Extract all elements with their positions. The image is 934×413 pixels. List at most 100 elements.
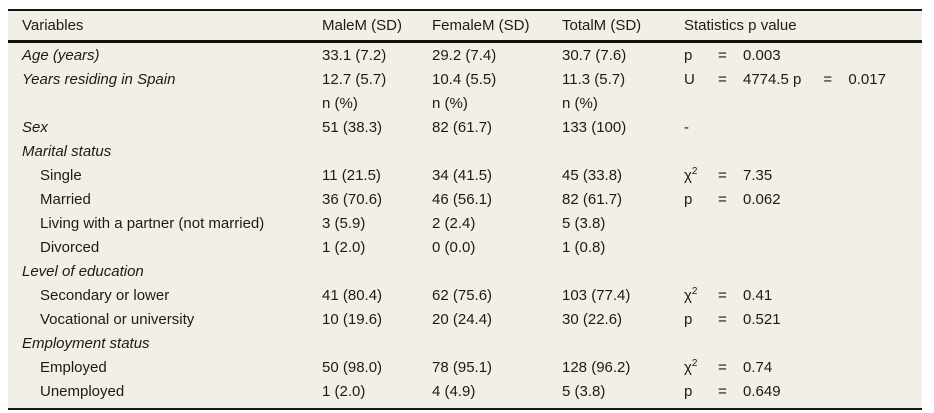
cell-female: 20 (24.4) bbox=[432, 310, 493, 328]
table-row: Secondary or lower 41 (80.4) 62 (75.6) 103 … bbox=[8, 283, 922, 307]
table-row: Single 11 (21.5) 34 (41.5) 45 (33.8) χ2 = 7.35 bbox=[8, 163, 922, 187]
cell-total: 30 (22.6) bbox=[562, 310, 623, 328]
stat-value: 0.062 bbox=[743, 190, 781, 208]
cell-total: 1 (0.8) bbox=[562, 238, 606, 256]
stat-symbol: p bbox=[684, 190, 693, 208]
cell-total: 11.3 (5.7) bbox=[562, 70, 626, 88]
stat-equals: = bbox=[718, 310, 727, 328]
table-row: Sex 51 (38.3) 82 (61.7) 133 (100) - bbox=[8, 115, 922, 139]
cell-male: 3 (5.9) bbox=[322, 214, 366, 232]
cell-total: n (%) bbox=[562, 94, 598, 112]
cell-total: 5 (3.8) bbox=[562, 214, 606, 232]
cell-statistic: χ2 = 0.74 bbox=[676, 357, 922, 376]
cell-female: 82 (61.7) bbox=[432, 118, 493, 136]
cell-male: n (%) bbox=[322, 94, 358, 112]
stat-symbol: χ2 bbox=[684, 285, 698, 304]
row-label: Sex bbox=[22, 118, 48, 136]
column-header-female: FemaleM (SD) bbox=[432, 17, 530, 34]
row-label: Age (years) bbox=[22, 46, 100, 64]
row-label: Level of education bbox=[22, 262, 144, 280]
table-body: Age (years) 33.1 (7.2) 29.2 (7.4) 30.7 (7.6… bbox=[8, 43, 922, 403]
table-row: Employed 50 (98.0) 78 (95.1) 128 (96.2) χ2 = 0… bbox=[8, 355, 922, 379]
cell-male: 33.1 (7.2) bbox=[322, 46, 387, 64]
cell-statistic: p = 0.003 bbox=[676, 47, 922, 64]
stat-value: 4774.5 p bbox=[743, 70, 802, 88]
stat-symbol: U bbox=[684, 70, 695, 88]
cell-statistic: χ2 = 7.35 bbox=[676, 165, 922, 184]
stat-symbol: p bbox=[684, 46, 693, 64]
table-row: Age (years) 33.1 (7.2) 29.2 (7.4) 30.7 (7.6… bbox=[8, 43, 922, 67]
row-label: Secondary or lower bbox=[40, 286, 170, 304]
cell-female: 4 (4.9) bbox=[432, 382, 476, 400]
stat-symbol-exponent: 2 bbox=[691, 165, 698, 177]
cell-female: 2 (2.4) bbox=[432, 214, 476, 232]
stat-value: 0.41 bbox=[743, 286, 773, 304]
cell-female: 10.4 (5.5) bbox=[432, 70, 497, 88]
stat-symbol: p bbox=[684, 382, 693, 400]
stat-value-2: 0.017 bbox=[848, 70, 886, 88]
demographics-table: Variables MaleM (SD) FemaleM (SD) TotalM… bbox=[8, 9, 922, 410]
stat-symbol: p bbox=[684, 310, 693, 328]
cell-total: 45 (33.8) bbox=[562, 166, 623, 184]
stat-value: 0.003 bbox=[743, 46, 781, 64]
cell-total: 30.7 (7.6) bbox=[562, 46, 627, 64]
cell-male: 1 (2.0) bbox=[322, 382, 366, 400]
cell-statistic: U = 4774.5 p = 0.017 bbox=[676, 71, 922, 88]
cell-total: 82 (61.7) bbox=[562, 190, 623, 208]
table-header-row: Variables MaleM (SD) FemaleM (SD) TotalM… bbox=[8, 11, 922, 43]
cell-male: 10 (19.6) bbox=[322, 310, 383, 328]
cell-female: n (%) bbox=[432, 94, 468, 112]
stat-equals: = bbox=[718, 286, 727, 304]
stat-symbol: χ2 bbox=[684, 357, 698, 376]
cell-male: 1 (2.0) bbox=[322, 238, 366, 256]
stat-equals-2: = bbox=[823, 70, 833, 88]
cell-female: 62 (75.6) bbox=[432, 286, 493, 304]
stat-value: 7.35 bbox=[743, 166, 773, 184]
table-row: Vocational or university 10 (19.6) 20 (24.… bbox=[8, 307, 922, 331]
cell-statistic: - bbox=[676, 119, 922, 136]
cell-male: 36 (70.6) bbox=[322, 190, 383, 208]
cell-statistic: p = 0.521 bbox=[676, 311, 922, 328]
row-label: Divorced bbox=[40, 238, 100, 256]
table-row: Marital status bbox=[8, 139, 922, 163]
cell-male: 51 (38.3) bbox=[322, 118, 383, 136]
cell-statistic: χ2 = 0.41 bbox=[676, 285, 922, 304]
cell-female: 78 (95.1) bbox=[432, 358, 493, 376]
table-row: Divorced 1 (2.0) 0 (0.0) 1 (0.8) bbox=[8, 235, 922, 259]
cell-statistic: p = 0.062 bbox=[676, 191, 922, 208]
row-label: Employed bbox=[40, 358, 107, 376]
cell-male: 50 (98.0) bbox=[322, 358, 383, 376]
cell-male: 11 (21.5) bbox=[322, 166, 381, 184]
table-row: Level of education bbox=[8, 259, 922, 283]
column-header-statistics: Statistics p value bbox=[684, 17, 797, 34]
row-label: Married bbox=[40, 190, 91, 208]
cell-total: 5 (3.8) bbox=[562, 382, 606, 400]
cell-total: 128 (96.2) bbox=[562, 358, 631, 376]
table-row: n (%) n (%) n (%) bbox=[8, 91, 922, 115]
column-header-male: MaleM (SD) bbox=[322, 17, 403, 34]
cell-male: 41 (80.4) bbox=[322, 286, 383, 304]
stat-symbol: χ2 bbox=[684, 165, 698, 184]
cell-male: 12.7 (5.7) bbox=[322, 70, 387, 88]
row-label: Employment status bbox=[22, 334, 150, 352]
stat-equals: = bbox=[718, 190, 727, 208]
cell-total: 103 (77.4) bbox=[562, 286, 631, 304]
cell-female: 0 (0.0) bbox=[432, 238, 476, 256]
row-label: Years residing in Spain bbox=[22, 70, 176, 88]
cell-female: 46 (56.1) bbox=[432, 190, 493, 208]
cell-total: 133 (100) bbox=[562, 118, 627, 136]
table-row: Employment status bbox=[8, 331, 922, 355]
cell-statistic: p = 0.649 bbox=[676, 383, 922, 400]
stat-value: 0.521 bbox=[743, 310, 781, 328]
stat-symbol-exponent: 2 bbox=[691, 357, 698, 369]
row-label: Marital status bbox=[22, 142, 112, 160]
row-label: Unemployed bbox=[40, 382, 125, 400]
cell-female: 29.2 (7.4) bbox=[432, 46, 497, 64]
stat-equals: = bbox=[718, 70, 727, 88]
row-label: Single bbox=[40, 166, 82, 184]
stat-equals: = bbox=[718, 46, 727, 64]
row-label: Vocational or university bbox=[40, 310, 195, 328]
column-header-variables: Variables bbox=[22, 17, 84, 34]
stat-value: 0.74 bbox=[743, 358, 773, 376]
